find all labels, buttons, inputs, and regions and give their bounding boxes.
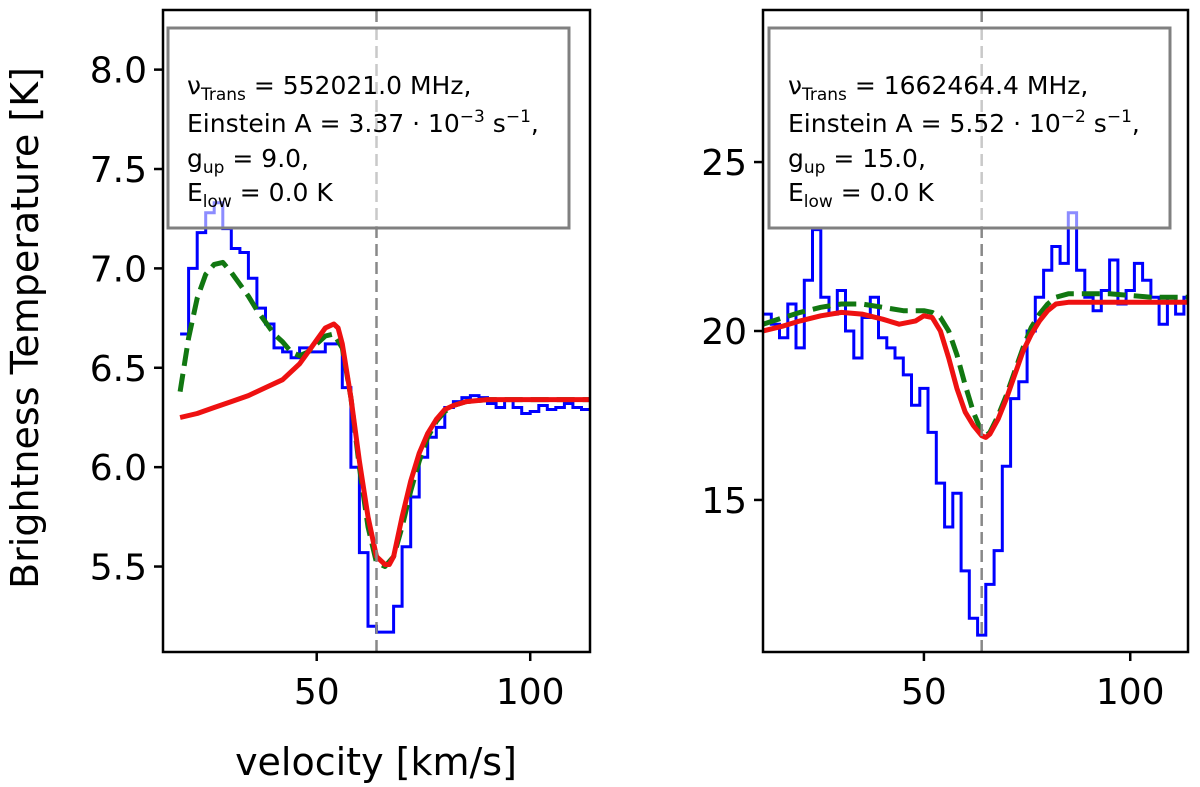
- y-tick-label: 6.5: [90, 349, 147, 390]
- y-tick-label: 25: [701, 143, 747, 184]
- annotation-line-2: Einstein A = 3.37 · 10−3 s−1,: [187, 107, 539, 138]
- annotation-line-2: Einstein A = 5.52 · 10−2 s−1,: [788, 107, 1140, 138]
- x-axis-title: velocity [km/s]: [235, 740, 517, 784]
- x-tick-label: 100: [1096, 672, 1165, 713]
- annotation-box: νTrans = 1662464.4 MHz,Einstein A = 5.52…: [767, 26, 1172, 230]
- y-tick-label: 7.5: [90, 150, 147, 191]
- annotation-line-3: gup = 9.0,: [187, 144, 309, 178]
- y-tick-label: 20: [701, 312, 747, 353]
- plot-area: [177, 10, 590, 652]
- plot-area: [763, 10, 1188, 652]
- left-panel: νTrans = 552021.0 MHz,Einstein A = 3.37 …: [90, 8, 592, 713]
- annotation-line-1: νTrans = 552021.0 MHz,: [187, 71, 471, 105]
- series-model-fit-a: [763, 291, 1188, 439]
- series-model-fit-b: [179, 321, 590, 567]
- y-tick-label: 8.0: [90, 51, 147, 92]
- annotation-frame: [767, 26, 1172, 230]
- series-model-fit-b: [763, 299, 1188, 440]
- series-observed-spectrum: [180, 201, 590, 634]
- y-tick-label: 6.0: [90, 448, 147, 489]
- y-tick-label: 15: [701, 481, 747, 522]
- right-panel: νTrans = 1662464.4 MHz,Einstein A = 5.52…: [701, 8, 1190, 713]
- y-tick-label: 7.0: [90, 249, 147, 290]
- y-axis-title: Brightness Temperature [K]: [3, 67, 47, 589]
- annotation-box: νTrans = 552021.0 MHz,Einstein A = 3.37 …: [166, 26, 571, 230]
- axes-frame: [161, 8, 592, 654]
- annotation-line-4: Elow = 0.0 K: [187, 178, 333, 212]
- x-tick-label: 50: [901, 672, 947, 713]
- annotation-frame: [166, 26, 571, 230]
- annotation-line-1: νTrans = 1662464.4 MHz,: [788, 71, 1088, 105]
- x-tick-label: 100: [496, 672, 565, 713]
- annotation-line-4: Elow = 0.0 K: [788, 178, 934, 212]
- y-tick-label: 5.5: [90, 548, 147, 589]
- x-tick-label: 50: [294, 672, 340, 713]
- annotation-line-3: gup = 15.0,: [788, 144, 926, 178]
